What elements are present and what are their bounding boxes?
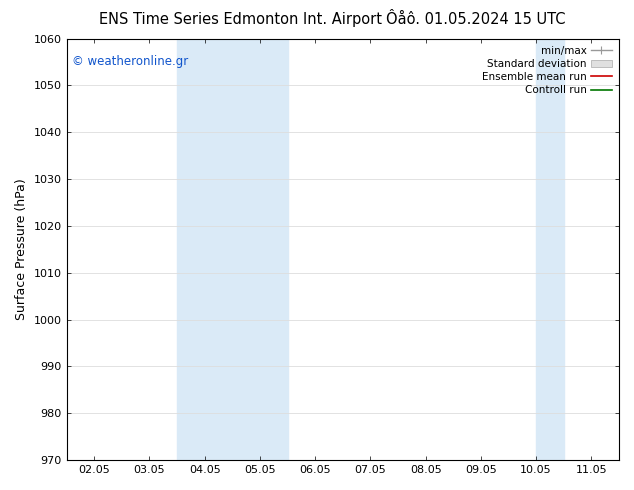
Text: ENS Time Series Edmonton Int. Airport: ENS Time Series Edmonton Int. Airport — [100, 12, 382, 27]
Bar — [177, 39, 288, 460]
Text: © weatheronline.gr: © weatheronline.gr — [72, 55, 188, 69]
Text: Ôåô. 01.05.2024 15 UTC: Ôåô. 01.05.2024 15 UTC — [385, 12, 566, 27]
Legend: min/max, Standard deviation, Ensemble mean run, Controll run: min/max, Standard deviation, Ensemble me… — [480, 44, 614, 98]
Bar — [536, 39, 564, 460]
Y-axis label: Surface Pressure (hPa): Surface Pressure (hPa) — [15, 178, 28, 320]
